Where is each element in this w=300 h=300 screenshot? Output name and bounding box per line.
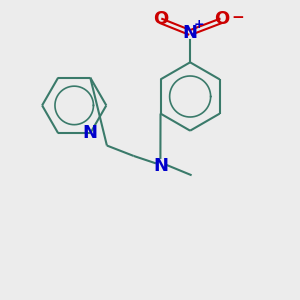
Text: O: O	[153, 10, 168, 28]
Text: N: N	[153, 157, 168, 175]
Text: +: +	[194, 18, 204, 31]
Text: O: O	[214, 10, 229, 28]
Text: N: N	[183, 24, 198, 42]
Text: N: N	[83, 124, 98, 142]
Text: −: −	[231, 10, 244, 25]
